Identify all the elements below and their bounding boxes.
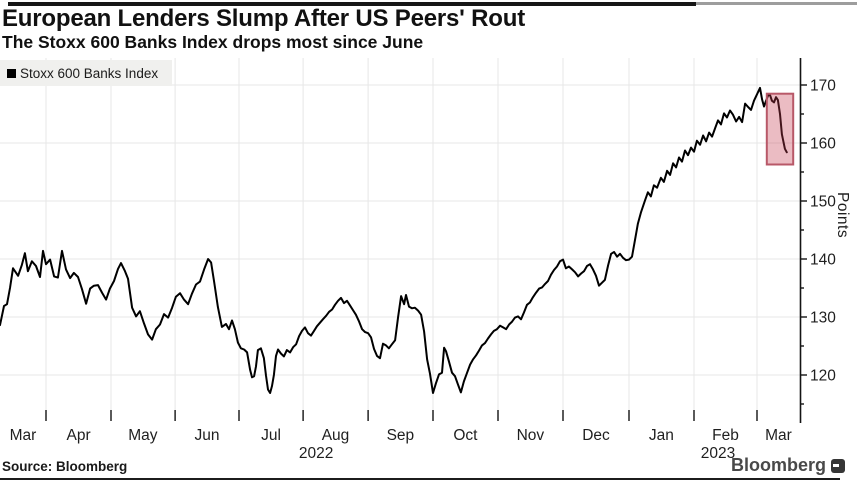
y-tick-label: 170 <box>810 78 836 95</box>
index-line <box>0 86 788 394</box>
y-axis-title: Points <box>834 192 851 239</box>
x-tick-label: Jan <box>649 427 674 444</box>
bloomberg-wordmark: Bloomberg <box>730 455 826 475</box>
x-axis: Mar Apr May Jun Jul Aug Sep Oct Nov Dec Jan Feb Mar 2… <box>10 410 792 462</box>
x-tick-label: Feb <box>712 427 739 444</box>
chart-legend: Stoxx 600 Banks Index <box>0 60 173 86</box>
gridlines <box>0 58 800 421</box>
bottom-border-bar <box>0 478 840 480</box>
legend-swatch-icon <box>7 68 16 78</box>
legend-label: Stoxx 600 Banks Index <box>20 65 159 81</box>
bloomberg-terminal-icon <box>831 458 845 473</box>
slump-highlight-box <box>765 92 795 166</box>
source-credit: Source: Bloomberg <box>2 459 128 474</box>
y-tick-label: 120 <box>810 368 836 385</box>
x-tick-label: Mar <box>10 427 37 444</box>
page-subtitle: The Stoxx 600 Banks Index drops most sin… <box>2 32 424 52</box>
x-tick-label: Sep <box>387 427 415 444</box>
y-tick-label: 150 <box>810 194 836 211</box>
y-tick-label: 160 <box>810 136 836 153</box>
x-tick-label: Jun <box>195 427 220 444</box>
x-tick-label: Nov <box>517 427 545 444</box>
y-tick-label: 130 <box>810 310 836 327</box>
x-tick-label: Mar <box>765 427 792 444</box>
top-border-bar-gray <box>696 2 857 5</box>
x-tick-label: May <box>128 427 158 444</box>
y-axis: 120 130 140 150 160 170 <box>799 58 836 423</box>
y-tick-label: 140 <box>810 252 836 269</box>
x-tick-label: Jul <box>261 427 281 444</box>
x-tick-label: Oct <box>453 427 478 444</box>
bloomberg-watermark: Bloomberg <box>731 455 845 476</box>
page-title: European Lenders Slump After US Peers' R… <box>2 5 525 32</box>
x-tick-label: Dec <box>582 427 610 444</box>
x-tick-label: Aug <box>322 427 350 444</box>
top-border-bar <box>8 2 696 6</box>
x-tick-label: Apr <box>67 427 91 444</box>
year-label: 2022 <box>299 445 333 462</box>
year-label: 2023 <box>701 445 735 462</box>
